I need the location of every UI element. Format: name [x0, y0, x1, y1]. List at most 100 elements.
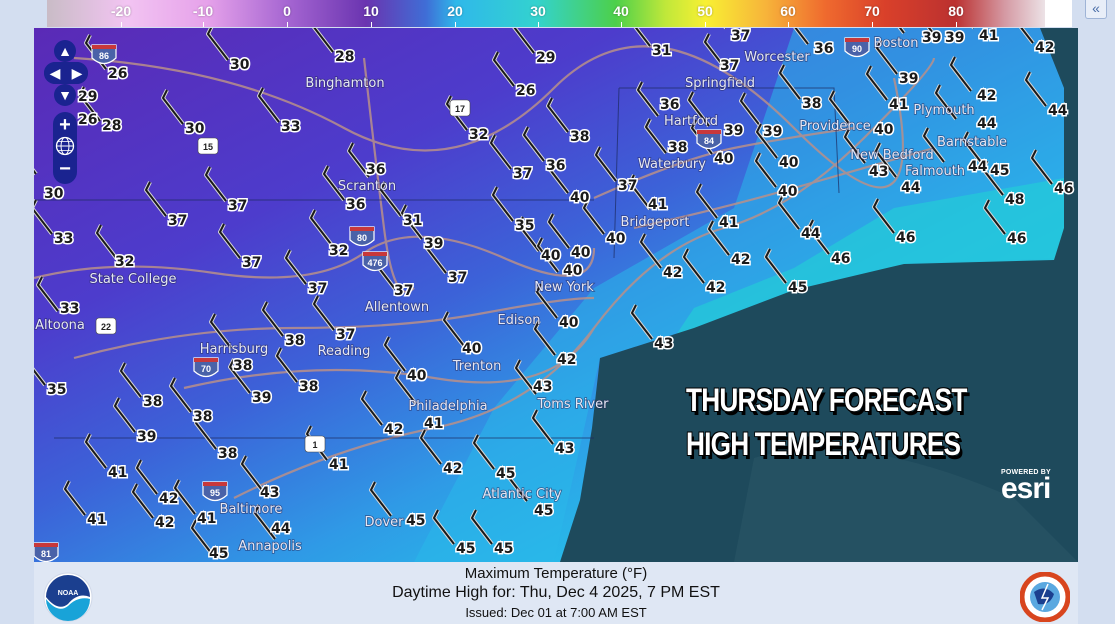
wind-barb — [546, 97, 570, 134]
temperature-label: 37 — [513, 166, 532, 182]
place-label: New York — [534, 280, 594, 295]
highway-number: 95 — [210, 488, 220, 498]
temperature-label: 35 — [47, 382, 66, 398]
pan-up-button[interactable]: ▲ — [54, 40, 76, 62]
wind-barb — [505, 466, 529, 503]
esri-attribution-logo[interactable]: POWERED BY esri — [1001, 469, 1051, 505]
temperature-label: 37 — [720, 58, 739, 74]
wind-barb — [687, 91, 711, 128]
wind-barb — [470, 509, 494, 546]
wind-barb — [322, 165, 346, 202]
place-label: Toms River — [537, 397, 610, 412]
place-label: Allentown — [365, 300, 429, 315]
valid-time: Daytime High for: Thu, Dec 4 2025, 7 PM … — [392, 584, 720, 601]
wind-barb — [383, 336, 407, 373]
temperature-label: 32 — [329, 243, 348, 259]
temperature-label: 42 — [731, 252, 750, 268]
product-title: Maximum Temperature (°F) — [464, 565, 648, 582]
ocean — [560, 28, 1078, 562]
esri-wordmark: esri — [1001, 472, 1051, 505]
place-label: Boston — [874, 36, 919, 51]
temperature-label: 33 — [281, 119, 300, 135]
wind-barb — [754, 152, 778, 189]
wind-barb — [161, 89, 185, 126]
wind-barb — [633, 28, 652, 48]
temperature-labels: 26 30 28 29 26 29 26 28 30 33 32 38 30 36 36 37 36 31 37 37… — [43, 28, 1075, 562]
temperature-label: 46 — [896, 230, 915, 246]
wind-barb — [135, 459, 159, 496]
temperature-label: 44 — [271, 521, 291, 537]
legend-tick — [121, 22, 122, 27]
temperature-label: 42 — [159, 491, 178, 507]
temperature-label: 38 — [193, 409, 212, 425]
place-label: Barnstable — [937, 135, 1007, 150]
temperature-label: 42 — [663, 265, 682, 281]
highway-shield: 95 — [202, 481, 228, 502]
road-network — [34, 45, 936, 499]
place-label: Atlantic City — [482, 487, 561, 502]
legend-tick — [203, 22, 204, 27]
wind-barb — [630, 304, 654, 341]
pan-left-button[interactable]: ◀ — [44, 62, 66, 84]
map-canvas[interactable]: 86 15 17 80 476 22 70 84 90 1 95 81 Binghamton Scran… — [34, 28, 1078, 562]
wind-barb — [875, 39, 899, 76]
temperature-label: 45 — [990, 163, 1009, 179]
temperature-label: 28 — [102, 118, 121, 134]
overlay-title-line1: THURSDAY FORECAST — [686, 382, 967, 418]
svg-text:NOAA: NOAA — [58, 590, 79, 597]
temperature-label: 39 — [922, 30, 941, 46]
legend-tick-label: -10 — [192, 3, 214, 19]
pan-down-button[interactable]: ▼ — [54, 84, 76, 106]
wind-barb — [639, 233, 663, 270]
noaa-logo[interactable]: NOAA — [40, 572, 96, 622]
zoom-control-bar: + − — [53, 112, 77, 184]
temperature-label: 26 — [78, 112, 97, 128]
place-label: New Bedford — [850, 148, 934, 163]
zoom-out-button[interactable]: − — [59, 158, 71, 180]
collapse-panel-button[interactable]: « — [1085, 0, 1107, 19]
nws-logo[interactable] — [1020, 572, 1070, 622]
temperature-label: 33 — [54, 231, 73, 247]
wind-barb — [492, 51, 516, 88]
temperature-label: 41 — [719, 215, 738, 231]
wind-barb — [514, 359, 538, 396]
temperature-label: 42 — [155, 515, 174, 531]
temperature-label: 40 — [541, 248, 561, 264]
wind-barb — [442, 311, 466, 348]
place-label: Waterbury — [638, 157, 706, 172]
wind-barb — [739, 92, 763, 129]
legend-tick — [705, 22, 706, 27]
temperature-label: 44 — [977, 116, 997, 132]
place-labels: Binghamton Scranton State College Altoona Al… — [34, 35, 1007, 555]
highway-shield: 15 — [197, 137, 219, 155]
wind-barb — [531, 409, 555, 446]
wind-barb — [807, 219, 831, 256]
wind-barb — [644, 118, 668, 155]
wind-barb — [84, 433, 108, 470]
pan-right-button[interactable]: ▶ — [66, 62, 88, 84]
place-label: Philadelphia — [408, 399, 487, 414]
highway-shield: 22 — [95, 317, 117, 335]
wind-barb — [1030, 149, 1054, 186]
highway-number: 84 — [704, 136, 714, 146]
wind-barb — [445, 95, 469, 132]
place-label: Trenton — [452, 359, 502, 374]
temperature-label: 39 — [252, 390, 271, 406]
wind-barb — [131, 483, 155, 520]
highway-shield: 84 — [696, 129, 722, 150]
temperature-label: 42 — [1035, 40, 1054, 56]
temperature-label: 41 — [197, 511, 216, 527]
globe-icon[interactable] — [55, 136, 75, 156]
temperature-label: 45 — [456, 541, 475, 557]
temperature-label: 41 — [329, 457, 348, 473]
zoom-in-button[interactable]: + — [59, 114, 71, 136]
wind-barb — [682, 248, 706, 285]
temperature-label: 38 — [668, 140, 687, 156]
wind-barb — [424, 238, 448, 275]
temperature-label: 48 — [1005, 192, 1024, 208]
wind-barb — [512, 28, 536, 55]
temperature-label: 31 — [652, 43, 671, 59]
legend-tick — [621, 22, 622, 27]
wind-barb — [703, 33, 727, 70]
wind-barb — [594, 146, 618, 183]
